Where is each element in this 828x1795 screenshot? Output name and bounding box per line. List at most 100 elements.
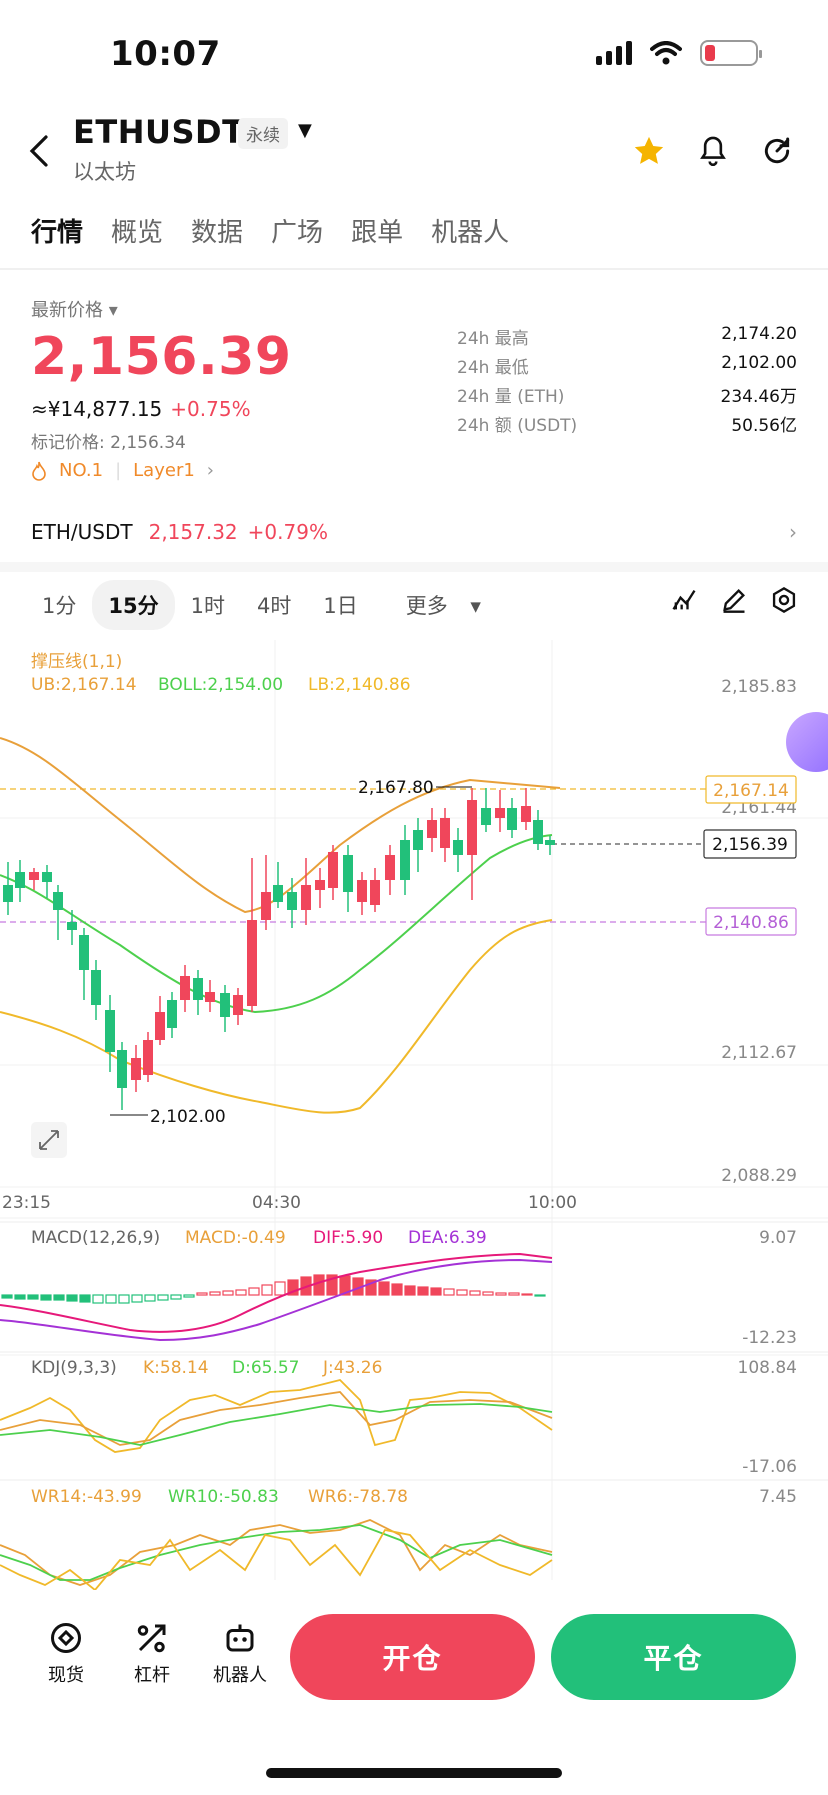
chevron-right-icon: › xyxy=(789,520,797,544)
tab-market[interactable]: 行情 xyxy=(31,218,84,248)
tag-row[interactable]: NO.1 | Layer1 › xyxy=(31,460,214,481)
header-actions xyxy=(632,134,794,168)
x-tick: 04:30 xyxy=(252,1193,301,1213)
kdj-bottom: -17.06 xyxy=(742,1457,797,1477)
candle xyxy=(105,1010,115,1052)
candle xyxy=(413,830,423,850)
sector-tag: Layer1 xyxy=(133,460,195,481)
mark-price: 标记价格: 2,156.34 xyxy=(31,433,186,453)
lb-legend: LB:2,140.86 xyxy=(308,675,411,695)
svg-text:2,167.14: 2,167.14 xyxy=(713,781,789,801)
spot-price: 2,157.32 xyxy=(148,520,238,544)
stats-panel: 24h 最高 2,174.20 24h 最低 2,102.00 24h 量 (ETH… xyxy=(457,324,797,440)
x-tick: 23:15 xyxy=(2,1193,51,1213)
macd-bar xyxy=(53,1294,65,1301)
assistant-bubble[interactable] xyxy=(786,712,828,772)
tab-square[interactable]: 广场 xyxy=(271,218,324,248)
wr10-line xyxy=(0,1524,553,1581)
bell-icon[interactable] xyxy=(696,134,730,168)
macd-bar xyxy=(235,1289,247,1296)
boll-legend: BOLL:2,154.00 xyxy=(158,675,283,695)
ub-price-tag: 2,167.14 xyxy=(705,775,797,804)
d-line xyxy=(0,1403,553,1446)
settings-icon[interactable] xyxy=(770,586,798,614)
macd-bar xyxy=(443,1288,455,1296)
star-icon[interactable] xyxy=(632,134,666,168)
candle xyxy=(79,935,89,970)
interval-more[interactable]: 更多 ▾ xyxy=(405,594,481,618)
candle xyxy=(220,993,230,1017)
macd-bar xyxy=(482,1291,494,1296)
spot-price-row[interactable]: ETH/USDT 2,157.32 +0.79% › xyxy=(31,520,797,544)
macd-bar xyxy=(378,1281,390,1296)
tab-copytrade[interactable]: 跟单 xyxy=(351,218,404,248)
interval-15m[interactable]: 15分 xyxy=(92,580,175,630)
candle xyxy=(131,1058,141,1080)
dif-line xyxy=(0,1252,553,1333)
macd-bar xyxy=(404,1285,416,1296)
cny-price-row: ≈¥14,877.15 +0.75% xyxy=(31,397,251,421)
macd-bar xyxy=(27,1294,39,1300)
stat-row: 24h 量 (ETH) 234.46万 xyxy=(457,387,797,407)
macd-bar xyxy=(222,1290,234,1296)
interval-bar: 1分 15分 1时 4时 1日 更多 ▾ xyxy=(26,580,497,630)
divider xyxy=(0,562,828,572)
macd-top: 9.07 xyxy=(759,1228,797,1248)
macd-bar xyxy=(391,1283,403,1296)
candle xyxy=(385,855,395,880)
macd-bar xyxy=(209,1291,221,1296)
interval-1h[interactable]: 1时 xyxy=(190,594,225,618)
mid-band-line xyxy=(0,834,553,1014)
candle xyxy=(370,880,380,905)
macd-bar xyxy=(157,1294,169,1301)
indicator-icon[interactable] xyxy=(670,586,698,614)
symbol-subtitle: 以太坊 xyxy=(73,160,136,184)
tab-data[interactable]: 数据 xyxy=(191,218,244,248)
stat-row: 24h 额 (USDT) 50.56亿 xyxy=(457,416,797,436)
candle xyxy=(467,800,477,855)
candle xyxy=(155,1012,165,1040)
high-marker: 2,167.80 xyxy=(358,778,434,798)
spot-icon xyxy=(51,1623,81,1653)
wr14-line xyxy=(0,1519,553,1586)
back-icon[interactable] xyxy=(28,132,50,178)
dif-value: DIF:5.90 xyxy=(313,1228,383,1248)
x-tick: 10:00 xyxy=(528,1193,577,1213)
j-value: J:43.26 xyxy=(322,1358,382,1378)
candle xyxy=(545,840,555,845)
interval-1m[interactable]: 1分 xyxy=(42,594,77,618)
interval-4h[interactable]: 4时 xyxy=(256,594,292,618)
open-position-button[interactable]: 开仓 xyxy=(290,1614,535,1700)
draw-icon[interactable] xyxy=(720,586,748,614)
macd-bar xyxy=(92,1294,104,1304)
macd-bar xyxy=(79,1294,91,1303)
candle xyxy=(357,880,367,902)
macd-bar xyxy=(365,1279,377,1296)
chevron-right-icon: › xyxy=(206,460,214,481)
macd-bottom: -12.23 xyxy=(742,1328,797,1348)
price-change: +0.75% xyxy=(170,397,251,421)
close-position-button[interactable]: 平仓 xyxy=(551,1614,796,1700)
symbol-dropdown-icon[interactable]: ▼ xyxy=(298,120,312,141)
tab-bot[interactable]: 机器人 xyxy=(431,218,510,248)
expand-icon[interactable] xyxy=(31,1122,67,1158)
kline-chart[interactable]: 撑压线(1,1) UB:2,167.14 BOLL:2,154.00 LB:2,… xyxy=(0,640,828,1590)
last-price-tag: 2,156.39 xyxy=(703,829,797,859)
latest-price-label[interactable]: 最新价格 ▾ xyxy=(31,300,118,321)
interval-1d[interactable]: 1日 xyxy=(323,594,358,618)
macd-bar xyxy=(274,1281,286,1296)
wr6-line xyxy=(0,1528,553,1590)
spot-nav-label: 现货 xyxy=(48,1665,84,1686)
candle xyxy=(91,970,101,1005)
macd-bar xyxy=(313,1274,325,1296)
symbol-title[interactable]: ETHUSDT xyxy=(73,113,245,151)
margin-nav-button[interactable]: 杠杆 xyxy=(117,1620,187,1687)
wifi-icon xyxy=(650,41,682,65)
spot-nav-button[interactable]: 现货 xyxy=(31,1620,101,1687)
macd-bar xyxy=(131,1294,143,1303)
macd-bar xyxy=(521,1293,533,1296)
tab-overview[interactable]: 概览 xyxy=(111,218,164,248)
candle xyxy=(29,872,39,880)
share-icon[interactable] xyxy=(760,134,794,168)
bot-nav-button[interactable]: 机器人 xyxy=(205,1620,275,1687)
